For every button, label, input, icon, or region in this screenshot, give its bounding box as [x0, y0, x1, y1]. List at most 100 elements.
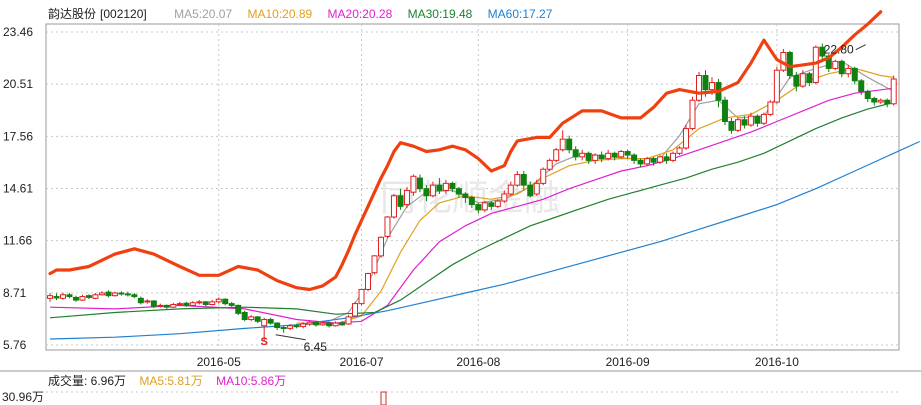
candle: [767, 100, 774, 117]
candle-body: [261, 319, 268, 327]
candle-body: [66, 294, 73, 298]
candle: [890, 75, 897, 106]
candle: [670, 151, 677, 163]
candle: [352, 301, 359, 317]
candle: [559, 130, 566, 152]
candle: [734, 117, 741, 133]
candle-body: [85, 295, 92, 298]
ma30-line: [49, 101, 894, 319]
candle: [533, 179, 540, 196]
candle: [449, 181, 456, 193]
candle-body: [592, 154, 599, 161]
candle-body: [131, 294, 138, 298]
candle-body: [527, 184, 534, 197]
ma5-legend: MA5:20.07: [174, 7, 233, 21]
candle: [85, 294, 92, 300]
candle-body: [819, 46, 826, 57]
volume-legend: 成交量: 6.96万 MA5:5.81万 MA10:5.86万: [48, 372, 296, 388]
candle-body: [644, 158, 651, 165]
candle: [150, 300, 157, 309]
y-tick-label: 11.66: [3, 234, 32, 248]
candle-body: [890, 78, 897, 105]
candle-body: [851, 67, 858, 82]
candle-body: [650, 158, 657, 163]
candle-body: [559, 138, 566, 151]
stock-name: 韵达股份: [48, 7, 97, 21]
candle-body: [79, 296, 86, 301]
candle-body: [170, 304, 177, 308]
candle: [189, 300, 196, 307]
candle: [507, 181, 514, 196]
candle: [481, 201, 488, 212]
high-marker: [855, 44, 866, 51]
low-label: 6.45: [304, 340, 328, 354]
ma10-legend: MA10:20.89: [247, 7, 313, 21]
candle-body: [741, 119, 748, 126]
candlesticks[interactable]: [47, 43, 897, 342]
candle: [845, 64, 852, 78]
candle: [319, 321, 326, 326]
candle-body: [728, 120, 735, 131]
ma30-legend: MA30:19.48: [407, 7, 473, 21]
candle-body: [423, 188, 430, 197]
candle-body: [403, 189, 410, 206]
candle-body: [92, 294, 99, 299]
candle-body: [371, 255, 378, 274]
candle-body: [754, 115, 761, 124]
candle-body: [702, 75, 709, 91]
overlay-trend-line: [48, 10, 883, 292]
x-tick-label: 2016-08: [456, 355, 500, 369]
annotations: 22.80 6.45 S: [260, 43, 866, 354]
candle: [631, 153, 638, 164]
candle: [92, 293, 99, 300]
candle: [760, 112, 767, 126]
high-label: 22.80: [824, 43, 854, 57]
candle: [877, 98, 884, 104]
candle-body: [806, 73, 813, 84]
candle-body: [767, 101, 774, 115]
candle: [553, 148, 560, 163]
candle-body: [611, 152, 618, 158]
candle: [235, 304, 242, 316]
candle-body: [449, 182, 456, 190]
candle-body: [540, 168, 547, 184]
candle-body: [877, 99, 884, 103]
candle-body: [176, 303, 183, 306]
candle-body: [377, 236, 384, 257]
stock-code: [002120]: [100, 7, 147, 21]
candle-body: [721, 99, 728, 122]
candle: [47, 293, 53, 302]
candle: [241, 310, 248, 322]
candle: [124, 291, 131, 297]
candle-body: [845, 67, 852, 75]
candle: [592, 153, 599, 164]
candle-body: [689, 99, 696, 130]
candle-body: [196, 301, 203, 304]
candle-body: [663, 156, 670, 161]
candle: [397, 188, 404, 210]
candle: [754, 114, 761, 127]
candle-body: [838, 60, 845, 75]
candle: [384, 216, 391, 239]
candle: [488, 201, 495, 210]
candle-body: [47, 295, 53, 299]
candle-body: [124, 293, 131, 296]
candle: [793, 71, 800, 92]
volume-axis-max: 30.96万: [2, 390, 45, 404]
candle: [851, 66, 858, 85]
candle-body: [832, 60, 839, 69]
candle-body: [637, 159, 644, 165]
candle-body: [657, 156, 664, 163]
candle: [468, 195, 475, 209]
candle: [514, 170, 521, 187]
candle-body: [228, 303, 235, 306]
y-tick-label: 5.76: [3, 338, 27, 352]
candle-body: [566, 138, 573, 151]
candle-body: [468, 197, 475, 206]
candle: [365, 272, 372, 292]
candle: [332, 321, 339, 327]
candle: [858, 79, 865, 95]
candle: [371, 254, 378, 275]
y-axis: 23.46 20.51 17.56 14.61 11.66 8.71 5.76: [3, 25, 33, 352]
